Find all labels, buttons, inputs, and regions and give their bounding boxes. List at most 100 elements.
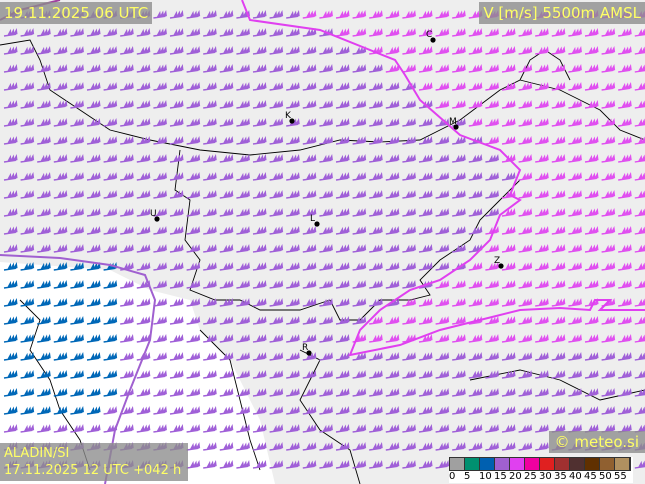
wind-barb [402, 208, 416, 217]
wind-barb [584, 118, 599, 127]
wind-barb [485, 100, 499, 109]
wind-barb [203, 190, 217, 199]
wind-barb [385, 28, 400, 37]
wind-barb [568, 208, 582, 217]
legend-tick: 45 [584, 471, 597, 482]
wind-barb [435, 298, 450, 307]
wind-barb [169, 280, 184, 289]
wind-barb [136, 244, 151, 253]
wind-barb [169, 370, 184, 379]
wind-barb [369, 172, 383, 181]
wind-barb [385, 136, 400, 145]
wind-barb [501, 298, 516, 307]
wind-barb [385, 82, 400, 91]
wind-barb [601, 244, 616, 253]
wind-barb [319, 424, 333, 433]
wind-barb [402, 424, 416, 433]
wind-barb [203, 172, 217, 181]
wind-barb [169, 10, 184, 19]
wind-barb [584, 226, 599, 235]
wind-barb [302, 100, 317, 109]
wind-barb [120, 316, 134, 325]
wind-barb [601, 82, 616, 91]
wind-barb [20, 316, 35, 325]
wind-barb [418, 334, 433, 343]
wind-barb [634, 334, 645, 343]
wind-barb [37, 208, 51, 217]
wind-barb [302, 172, 317, 181]
wind-barb [20, 82, 35, 91]
wind-barb [20, 154, 35, 163]
wind-barb [136, 208, 151, 217]
wind-barb [103, 244, 118, 253]
wind-barb [120, 136, 134, 145]
wind-barb [535, 82, 549, 91]
wind-barb [203, 244, 217, 253]
wind-barb [53, 316, 68, 325]
wind-barb [352, 424, 367, 433]
wind-barb [86, 226, 101, 235]
legend-swatch [510, 458, 525, 470]
wind-barb [518, 118, 533, 127]
wind-barb [568, 226, 582, 235]
wind-barb [203, 370, 217, 379]
wind-barb [535, 442, 549, 451]
wind-barb [169, 64, 184, 73]
wind-barb [385, 460, 400, 469]
wind-barb [485, 298, 499, 307]
wind-barb [634, 154, 645, 163]
wind-barb [468, 118, 483, 127]
wind-barb [535, 154, 549, 163]
wind-barb [302, 298, 317, 307]
wind-barb [236, 226, 250, 235]
wind-barb [435, 262, 450, 271]
wind-barb [37, 226, 51, 235]
wind-barb [186, 352, 201, 361]
wind-barb [136, 28, 151, 37]
wind-barb [335, 226, 350, 235]
wind-barb [37, 352, 51, 361]
wind-barb [369, 262, 383, 271]
wind-barb [551, 82, 566, 91]
wind-barb [601, 370, 616, 379]
wind-barb [352, 46, 367, 55]
wind-barb [286, 82, 300, 91]
wind-barb [551, 334, 566, 343]
wind-barb [302, 154, 317, 163]
wind-barb [352, 244, 367, 253]
wind-barb [319, 154, 333, 163]
wind-barb [286, 298, 300, 307]
wind-barb [435, 172, 450, 181]
wind-barb [236, 442, 250, 451]
wind-barb [252, 370, 267, 379]
wind-barb [369, 352, 383, 361]
wind-barb [37, 28, 51, 37]
wind-barb [103, 334, 118, 343]
wind-barb [169, 82, 184, 91]
legend-tick: 30 [539, 471, 552, 482]
wind-barb [319, 118, 333, 127]
wind-barb [86, 388, 101, 397]
wind-barb [186, 136, 201, 145]
wind-barb [269, 262, 284, 271]
wind-barb [634, 352, 645, 361]
wind-barb [319, 64, 333, 73]
wind-barb [3, 154, 18, 163]
wind-barb [269, 154, 284, 163]
wind-barb [252, 190, 267, 199]
wind-barb [269, 406, 284, 415]
wind-barb [3, 388, 18, 397]
city-dot [154, 216, 160, 222]
wind-barb [302, 136, 317, 145]
wind-barb [402, 280, 416, 289]
wind-barb [136, 316, 151, 325]
city-marker: L [310, 214, 320, 227]
wind-barb [286, 28, 300, 37]
wind-barb [518, 442, 533, 451]
city-label: C [426, 30, 432, 40]
wind-barb [518, 172, 533, 181]
city-marker: K [285, 111, 295, 124]
wind-barb [153, 424, 167, 433]
wind-barb [86, 298, 101, 307]
wind-barb [568, 352, 582, 361]
